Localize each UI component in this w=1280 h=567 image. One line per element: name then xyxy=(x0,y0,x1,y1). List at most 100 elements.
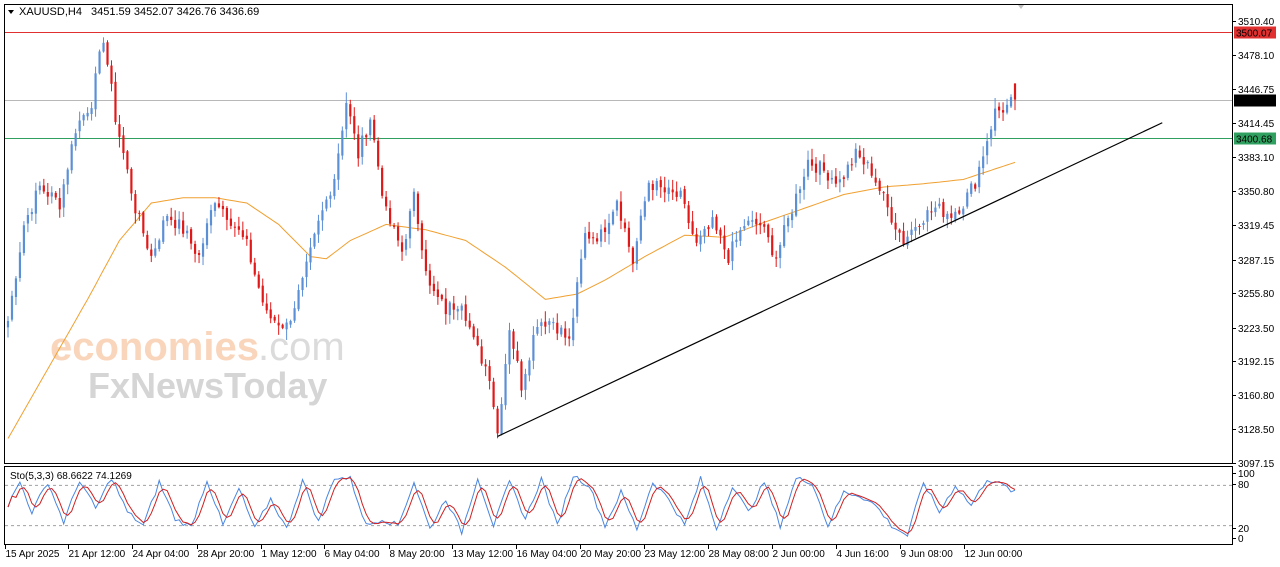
stoch-y-tick-label: 80 xyxy=(1238,480,1250,491)
candle xyxy=(619,191,623,230)
candle xyxy=(918,223,921,235)
candle xyxy=(683,185,686,209)
candle-body xyxy=(890,207,893,223)
candle xyxy=(110,60,113,92)
candle xyxy=(834,168,837,188)
candle-body xyxy=(902,230,905,245)
candle xyxy=(556,313,559,341)
candle xyxy=(381,165,384,199)
candle xyxy=(723,225,726,259)
candle-body xyxy=(974,184,977,189)
candle xyxy=(540,318,543,337)
candle xyxy=(488,360,491,390)
candle xyxy=(588,221,591,244)
candle xyxy=(707,225,710,237)
candle xyxy=(544,311,547,335)
candle-body xyxy=(611,211,615,225)
x-tick-label: 21 Apr 12:00 xyxy=(69,549,126,560)
candle-body xyxy=(269,309,272,319)
candle-body xyxy=(822,162,826,171)
candle-body xyxy=(217,203,221,208)
candle-body xyxy=(82,114,85,121)
candle-body xyxy=(576,282,579,317)
candle-body xyxy=(289,320,292,325)
y-tick-label: 3128.50 xyxy=(1238,425,1275,436)
candle xyxy=(970,181,973,197)
candle-body xyxy=(42,185,45,192)
stochastic-pane-frame xyxy=(4,466,1233,545)
candle xyxy=(170,207,173,226)
collapse-triangle-icon[interactable] xyxy=(8,10,14,14)
y-tick-label: 3097.15 xyxy=(1238,459,1275,470)
candle xyxy=(890,196,893,225)
candle-body xyxy=(420,223,424,251)
candle-body xyxy=(233,226,236,228)
candle xyxy=(424,239,428,276)
candle-body xyxy=(683,189,686,204)
candle xyxy=(548,318,551,334)
candle-body xyxy=(337,153,340,180)
candle-body xyxy=(456,308,459,312)
candle-body xyxy=(842,177,845,179)
candle-body xyxy=(643,201,646,217)
candle-body xyxy=(122,135,125,154)
candle xyxy=(193,240,197,263)
candle xyxy=(715,214,718,235)
trendline-layer xyxy=(497,122,1163,437)
watermark-economies: economies xyxy=(50,325,259,369)
x-tick-label: 8 May 20:00 xyxy=(390,549,445,560)
candle xyxy=(385,190,388,211)
candle xyxy=(663,176,666,203)
y-tick-label: 3350.80 xyxy=(1238,187,1275,198)
scroll-marker-icon[interactable] xyxy=(1018,5,1024,9)
candle xyxy=(838,171,841,193)
candle xyxy=(182,211,185,238)
candle xyxy=(162,216,165,245)
candle-body xyxy=(170,216,173,221)
candle-body xyxy=(74,133,77,147)
candle xyxy=(321,201,324,231)
candle xyxy=(281,323,284,330)
candle-body xyxy=(345,102,348,130)
candle xyxy=(898,228,901,243)
candle-body xyxy=(978,166,981,188)
candle xyxy=(826,170,830,190)
candle-body xyxy=(468,320,471,328)
candle-body xyxy=(1013,83,1017,100)
candle xyxy=(54,190,57,200)
candle xyxy=(532,326,535,370)
watermark-fxnewstoday: FxNewsToday xyxy=(88,365,327,406)
candle xyxy=(452,295,455,320)
candle-body xyxy=(38,185,41,191)
candle-body xyxy=(182,220,185,234)
candle xyxy=(763,220,766,233)
watermark-dotcom: .com xyxy=(258,325,345,369)
candle-body xyxy=(631,247,634,264)
candle xyxy=(412,188,416,217)
candle xyxy=(353,107,356,140)
candle-body xyxy=(18,252,22,279)
candle-body xyxy=(1009,97,1013,107)
stoch-y-tick-label: 0 xyxy=(1238,534,1244,545)
candle-body xyxy=(663,187,666,193)
candle-body xyxy=(166,215,169,222)
candle xyxy=(106,40,109,67)
candle xyxy=(536,319,539,336)
candle xyxy=(341,126,344,160)
price-tag-label-current: 3436.69 xyxy=(1236,97,1273,108)
candle-body xyxy=(58,197,61,210)
candle-body xyxy=(647,182,650,201)
candle-body xyxy=(102,42,105,52)
candle xyxy=(253,257,256,277)
candle-body xyxy=(197,252,201,256)
candle xyxy=(568,328,571,347)
candle-body xyxy=(146,234,149,249)
candle xyxy=(229,208,232,230)
watermark: economies .com FxNewsToday xyxy=(50,325,345,406)
candle-body xyxy=(572,317,575,341)
y-tick-label: 3510.40 xyxy=(1238,17,1275,28)
candle xyxy=(361,127,364,165)
candle-body xyxy=(791,213,794,221)
